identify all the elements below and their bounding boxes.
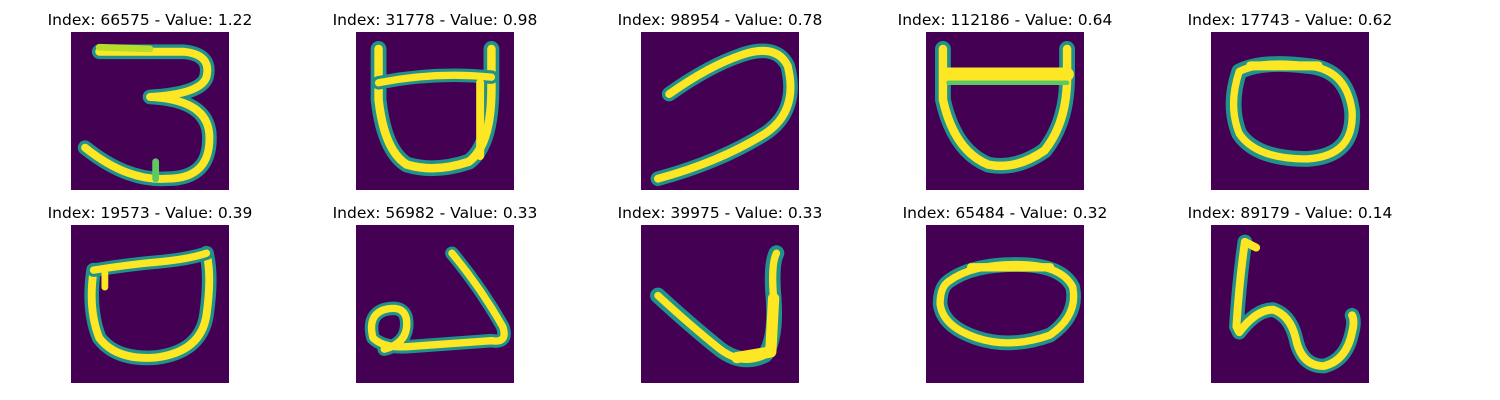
cup-with-bar-image [926,32,1084,190]
panel-7: Index: 56982 - Value: 0.33 [285,203,585,393]
panel-5: Index: 17743 - Value: 0.62 [1140,10,1440,200]
cup-with-bar-image [71,225,229,383]
panel-9: Index: 65484 - Value: 0.32 [855,203,1155,393]
panel-2: Index: 31778 - Value: 0.98 [285,10,585,200]
panel-1: Index: 66575 - Value: 1.22 [0,10,300,200]
check-curve-image [641,225,799,383]
oval-loop-image [926,225,1084,383]
panel-title: Index: 89179 - Value: 0.14 [1187,204,1393,222]
panel-title: Index: 31778 - Value: 0.98 [332,11,538,29]
panel-title: Index: 65484 - Value: 0.32 [902,204,1108,222]
panel-title: Index: 112186 - Value: 0.64 [897,11,1113,29]
panel-title: Index: 17743 - Value: 0.62 [1187,11,1393,29]
panel-10: Index: 89179 - Value: 0.14 [1140,203,1440,393]
loop-with-tail-image [356,225,514,383]
panel-4: Index: 112186 - Value: 0.64 [855,10,1155,200]
panel-8: Index: 39975 - Value: 0.33 [570,203,870,393]
squiggle-stroke-image [1211,225,1369,383]
panel-title: Index: 19573 - Value: 0.39 [47,204,253,222]
hook-curve-image [641,32,799,190]
panel-title: Index: 66575 - Value: 1.22 [47,11,253,29]
panel-title: Index: 39975 - Value: 0.33 [617,204,823,222]
panel-title: Index: 56982 - Value: 0.33 [332,204,538,222]
cup-with-bar-image [356,32,514,190]
panel-title: Index: 98954 - Value: 0.78 [617,11,823,29]
digit-three-image [71,32,229,190]
panel-6: Index: 19573 - Value: 0.39 [0,203,300,393]
oval-loop-image [1211,32,1369,190]
panel-3: Index: 98954 - Value: 0.78 [570,10,870,200]
